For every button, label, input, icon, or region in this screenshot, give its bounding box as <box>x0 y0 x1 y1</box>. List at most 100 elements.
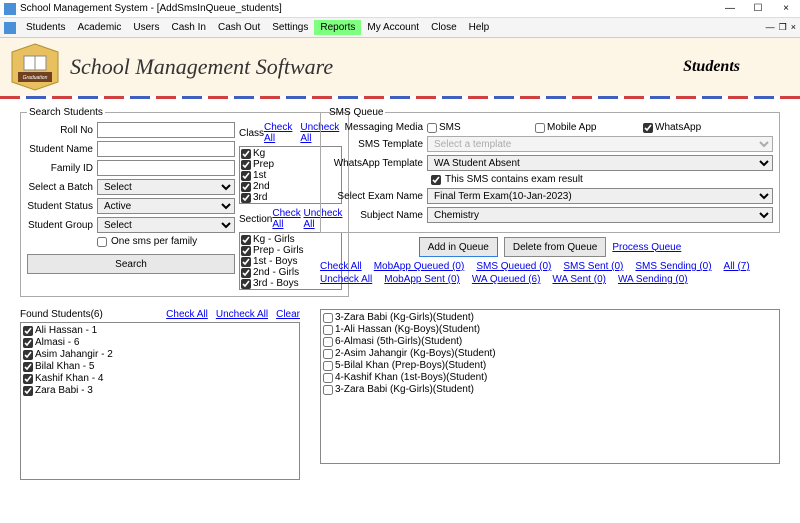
queue-item-label: 3-Zara Babi (Kg-Girls)(Student) <box>335 384 474 396</box>
found-item-label: Asim Jahangir - 2 <box>35 349 113 361</box>
found-list[interactable]: Ali Hassan - 1Almasi - 6Asim Jahangir - … <box>20 322 300 480</box>
found-item-checkbox[interactable] <box>23 386 33 396</box>
queue-item-row[interactable]: 3-Zara Babi (Kg-Girls)(Student) <box>323 384 777 396</box>
app-icon <box>4 3 16 15</box>
sms-sending-link[interactable]: SMS Sending (0) <box>635 261 711 272</box>
media-option-sms[interactable]: SMS <box>427 122 527 133</box>
menu-item-my-account[interactable]: My Account <box>361 20 425 35</box>
roll-no-input[interactable] <box>97 122 235 138</box>
mobapp-sent-link[interactable]: MobApp Sent (0) <box>384 274 460 285</box>
maximize-button[interactable]: ☐ <box>748 3 768 14</box>
class-check-all-link[interactable]: Check All <box>264 122 298 144</box>
student-name-input[interactable] <box>97 141 235 157</box>
queue-item-row[interactable]: 4-Kashif Khan (1st-Boys)(Student) <box>323 372 777 384</box>
queue-list[interactable]: 3-Zara Babi (Kg-Girls)(Student)1-Ali Has… <box>320 309 780 464</box>
mobapp-queued-link[interactable]: MobApp Queued (0) <box>374 261 465 272</box>
menu-item-cash-out[interactable]: Cash Out <box>212 20 266 35</box>
process-queue-link[interactable]: Process Queue <box>612 242 681 253</box>
class-item-checkbox[interactable] <box>241 182 251 192</box>
sms-template-select[interactable]: Select a template <box>427 136 773 152</box>
menu-item-settings[interactable]: Settings <box>266 20 314 35</box>
q-uncheck-all-link[interactable]: Uncheck All <box>320 274 372 285</box>
wa-queued-link[interactable]: WA Queued (6) <box>472 274 541 285</box>
wa-sending-link[interactable]: WA Sending (0) <box>618 274 688 285</box>
class-item-checkbox[interactable] <box>241 171 251 181</box>
queue-item-checkbox[interactable] <box>323 325 333 335</box>
section-item-checkbox[interactable] <box>241 279 251 289</box>
window-title: School Management System - [AddSmsInQueu… <box>20 3 720 14</box>
found-check-all-link[interactable]: Check All <box>166 309 208 320</box>
menu-item-cash-in[interactable]: Cash In <box>166 20 212 35</box>
media-checkbox[interactable] <box>535 123 545 133</box>
queue-item-row[interactable]: 6-Almasi (5th-Girls)(Student) <box>323 336 777 348</box>
student-name-label: Student Name <box>27 144 97 155</box>
menu-item-students[interactable]: Students <box>20 20 71 35</box>
found-item-checkbox[interactable] <box>23 374 33 384</box>
class-item-checkbox[interactable] <box>241 149 251 159</box>
found-uncheck-all-link[interactable]: Uncheck All <box>216 309 268 320</box>
section-item-checkbox[interactable] <box>241 246 251 256</box>
queue-item-row[interactable]: 3-Zara Babi (Kg-Girls)(Student) <box>323 312 777 324</box>
exam-name-select[interactable]: Final Term Exam(10-Jan-2023) <box>427 188 773 204</box>
batch-select[interactable]: Select <box>97 179 235 195</box>
wa-sent-link[interactable]: WA Sent (0) <box>552 274 606 285</box>
close-button[interactable]: × <box>776 3 796 14</box>
contains-exam-label: This SMS contains exam result <box>445 174 583 185</box>
found-item-row[interactable]: Kashif Khan - 4 <box>23 373 297 385</box>
group-select[interactable]: Select <box>97 217 235 233</box>
family-id-input[interactable] <box>97 160 235 176</box>
menu-item-reports[interactable]: Reports <box>314 20 361 35</box>
found-item-checkbox[interactable] <box>23 326 33 336</box>
sms-queued-link[interactable]: SMS Queued (0) <box>476 261 551 272</box>
queue-item-row[interactable]: 1-Ali Hassan (Kg-Boys)(Student) <box>323 324 777 336</box>
section-item-checkbox[interactable] <box>241 268 251 278</box>
child-close-button[interactable]: × <box>791 22 796 33</box>
search-button[interactable]: Search <box>27 254 235 274</box>
found-item-checkbox[interactable] <box>23 350 33 360</box>
queue-item-checkbox[interactable] <box>323 313 333 323</box>
found-item-checkbox[interactable] <box>23 338 33 348</box>
contains-exam-checkbox[interactable] <box>431 175 441 185</box>
logo: Graduation <box>10 42 60 92</box>
child-restore-button[interactable]: ❐ <box>779 22 787 33</box>
menu-item-academic[interactable]: Academic <box>71 20 127 35</box>
media-checkbox[interactable] <box>427 123 437 133</box>
section-item-checkbox[interactable] <box>241 235 251 245</box>
found-item-row[interactable]: Ali Hassan - 1 <box>23 325 297 337</box>
menu-item-close[interactable]: Close <box>425 20 463 35</box>
queue-item-checkbox[interactable] <box>323 373 333 383</box>
one-sms-checkbox[interactable] <box>97 237 107 247</box>
add-queue-button[interactable]: Add in Queue <box>419 237 498 257</box>
queue-item-checkbox[interactable] <box>323 337 333 347</box>
subject-select[interactable]: Chemistry <box>427 207 773 223</box>
class-item-checkbox[interactable] <box>241 160 251 170</box>
child-minimize-button[interactable]: — <box>766 22 775 33</box>
media-option-whatsapp[interactable]: WhatsApp <box>643 122 743 133</box>
minimize-button[interactable]: — <box>720 3 740 14</box>
found-item-row[interactable]: Zara Babi - 3 <box>23 385 297 397</box>
section-check-all-link[interactable]: Check All <box>272 208 300 230</box>
found-item-row[interactable]: Almasi - 6 <box>23 337 297 349</box>
queue-item-row[interactable]: 5-Bilal Khan (Prep-Boys)(Student) <box>323 360 777 372</box>
found-item-checkbox[interactable] <box>23 362 33 372</box>
queue-item-checkbox[interactable] <box>323 349 333 359</box>
delete-queue-button[interactable]: Delete from Queue <box>504 237 607 257</box>
all-link[interactable]: All (7) <box>724 261 750 272</box>
status-select[interactable]: Active <box>97 198 235 214</box>
queue-item-checkbox[interactable] <box>323 361 333 371</box>
class-item-checkbox[interactable] <box>241 193 251 203</box>
queue-item-checkbox[interactable] <box>323 385 333 395</box>
section-item-checkbox[interactable] <box>241 257 251 267</box>
media-option-mobile-app[interactable]: Mobile App <box>535 122 635 133</box>
queue-item-label: 3-Zara Babi (Kg-Girls)(Student) <box>335 312 474 324</box>
found-clear-link[interactable]: Clear <box>276 309 300 320</box>
found-item-row[interactable]: Bilal Khan - 5 <box>23 361 297 373</box>
menu-item-users[interactable]: Users <box>127 20 165 35</box>
wa-template-select[interactable]: WA Student Absent <box>427 155 773 171</box>
media-checkbox[interactable] <box>643 123 653 133</box>
queue-item-row[interactable]: 2-Asim Jahangir (Kg-Boys)(Student) <box>323 348 777 360</box>
found-item-row[interactable]: Asim Jahangir - 2 <box>23 349 297 361</box>
q-check-all-link[interactable]: Check All <box>320 261 362 272</box>
menu-item-help[interactable]: Help <box>463 20 496 35</box>
sms-sent-link[interactable]: SMS Sent (0) <box>563 261 623 272</box>
